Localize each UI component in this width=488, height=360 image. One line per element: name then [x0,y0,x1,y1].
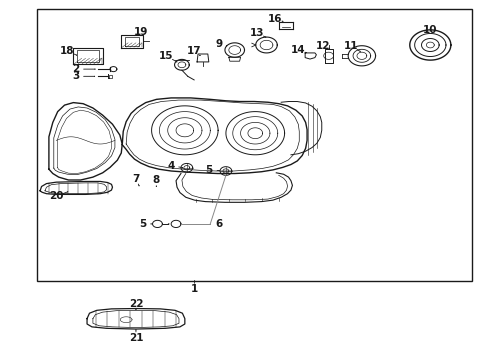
Text: 19: 19 [133,27,148,37]
Text: 12: 12 [315,41,329,51]
Text: 7: 7 [132,174,140,184]
Text: 13: 13 [249,28,264,38]
Bar [37,9,471,281]
Text: 18: 18 [60,46,75,56]
Text: 21: 21 [128,333,143,343]
Text: 1: 1 [191,284,198,294]
Text: 16: 16 [267,14,282,24]
Text: 9: 9 [215,39,222,49]
Text: 15: 15 [159,51,173,61]
Text: 10: 10 [422,25,437,35]
Text: 11: 11 [343,41,358,51]
Text: 3: 3 [72,71,79,81]
Text: 22: 22 [128,299,143,309]
Text: 4: 4 [167,161,175,171]
Text: 8: 8 [152,175,159,185]
Text: 5: 5 [205,165,212,175]
Text: 5: 5 [139,219,146,229]
Text: 20: 20 [49,191,63,201]
Text: 6: 6 [215,219,222,229]
Text: 2: 2 [72,64,79,74]
Text: 17: 17 [187,46,202,56]
Text: 14: 14 [290,45,305,55]
